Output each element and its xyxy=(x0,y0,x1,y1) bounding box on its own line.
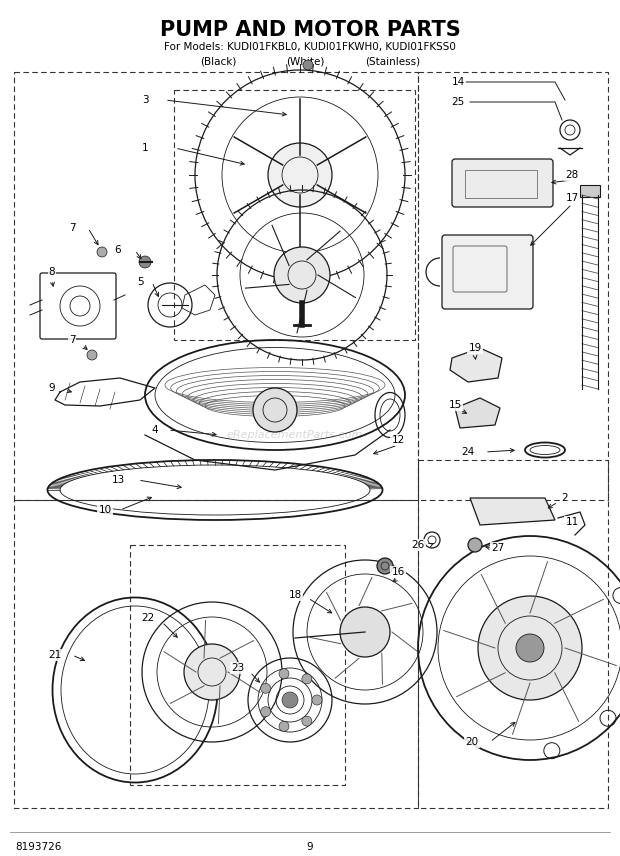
Circle shape xyxy=(312,695,322,705)
Circle shape xyxy=(274,247,330,303)
Text: 25: 25 xyxy=(451,97,464,107)
Polygon shape xyxy=(455,398,500,428)
Circle shape xyxy=(268,143,332,207)
Circle shape xyxy=(478,596,582,700)
Text: 2: 2 xyxy=(562,493,569,503)
Text: (Stainless): (Stainless) xyxy=(365,56,420,66)
Text: eReplacementParts.com: eReplacementParts.com xyxy=(227,430,363,440)
Text: 27: 27 xyxy=(492,543,505,553)
Text: 10: 10 xyxy=(99,505,112,515)
Text: 7: 7 xyxy=(69,335,75,345)
Text: 5: 5 xyxy=(136,277,143,287)
Text: PUMP AND MOTOR PARTS: PUMP AND MOTOR PARTS xyxy=(159,20,461,40)
Polygon shape xyxy=(450,348,502,382)
Text: 28: 28 xyxy=(565,170,578,180)
FancyBboxPatch shape xyxy=(442,235,533,309)
Text: 19: 19 xyxy=(468,343,482,353)
Circle shape xyxy=(516,634,544,662)
Text: 12: 12 xyxy=(391,435,405,445)
Circle shape xyxy=(260,707,271,716)
Text: (Black): (Black) xyxy=(200,56,236,66)
Circle shape xyxy=(279,669,289,679)
Circle shape xyxy=(184,644,240,700)
Text: 20: 20 xyxy=(466,737,479,747)
Polygon shape xyxy=(470,498,555,525)
Circle shape xyxy=(302,716,312,726)
Circle shape xyxy=(97,247,107,257)
FancyBboxPatch shape xyxy=(452,159,553,207)
Text: 14: 14 xyxy=(451,77,464,87)
Circle shape xyxy=(468,538,482,552)
Text: 13: 13 xyxy=(112,475,125,485)
Text: 18: 18 xyxy=(288,590,301,600)
Text: 9: 9 xyxy=(307,842,313,852)
Text: 15: 15 xyxy=(448,400,462,410)
Text: (White): (White) xyxy=(286,56,324,66)
Text: 23: 23 xyxy=(231,663,245,673)
Circle shape xyxy=(377,558,393,574)
Text: 26: 26 xyxy=(412,540,425,550)
Circle shape xyxy=(302,674,312,684)
Text: 3: 3 xyxy=(142,95,148,105)
Text: 7: 7 xyxy=(69,223,75,233)
Text: For Models: KUDI01FKBL0, KUDI01FKWH0, KUDI01FKSS0: For Models: KUDI01FKBL0, KUDI01FKWH0, KU… xyxy=(164,42,456,52)
Circle shape xyxy=(279,722,289,731)
Text: 22: 22 xyxy=(141,613,154,623)
Text: 1: 1 xyxy=(142,143,148,153)
Text: 4: 4 xyxy=(152,425,158,435)
Circle shape xyxy=(87,350,97,360)
Text: 24: 24 xyxy=(461,447,475,457)
Text: 16: 16 xyxy=(391,567,405,577)
Text: 6: 6 xyxy=(115,245,122,255)
Text: 21: 21 xyxy=(48,650,61,660)
Text: 9: 9 xyxy=(49,383,55,393)
FancyBboxPatch shape xyxy=(580,185,600,197)
Text: 11: 11 xyxy=(565,517,578,527)
Text: 8: 8 xyxy=(49,267,55,277)
Circle shape xyxy=(253,388,297,432)
Circle shape xyxy=(282,692,298,708)
Circle shape xyxy=(340,607,390,657)
Circle shape xyxy=(303,60,313,70)
Text: 17: 17 xyxy=(565,193,578,203)
Text: 8193726: 8193726 xyxy=(15,842,61,852)
Circle shape xyxy=(260,683,271,693)
Circle shape xyxy=(139,256,151,268)
